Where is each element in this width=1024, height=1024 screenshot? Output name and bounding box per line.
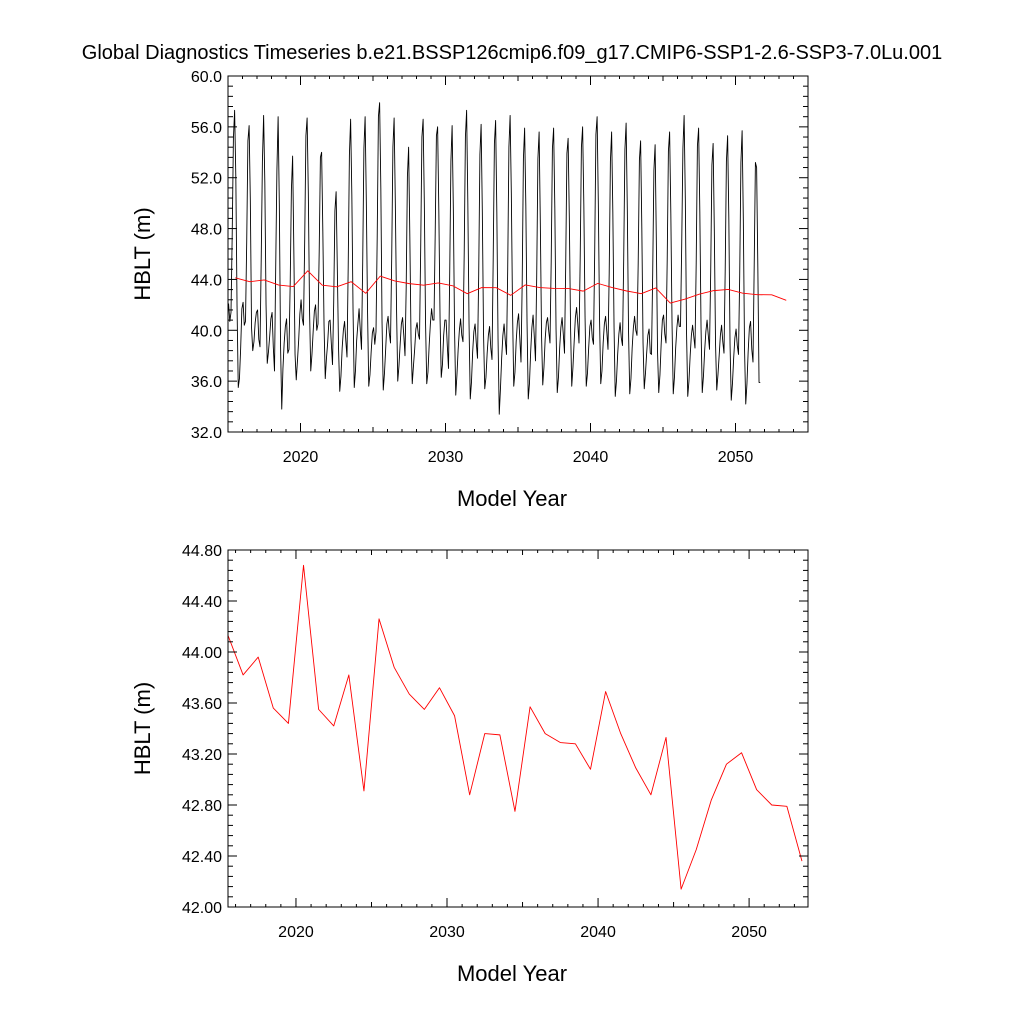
- series-line-annual-mean: [235, 270, 787, 304]
- top-timeseries-panel: 32.0 36.0 40.0 44.0 48.0 52.0 56.0 60.0 2020 2030…: [130, 69, 809, 511]
- y-axis-title: HBLT (m): [130, 682, 155, 775]
- y-tick-label: 44.80: [182, 543, 222, 560]
- y-tick-label: 43.60: [182, 696, 222, 713]
- x-tick-label: 2040: [580, 924, 616, 941]
- y-tick-label: 56.0: [191, 120, 222, 137]
- y-tick-label: 52.0: [191, 171, 222, 188]
- x-tick-label: 2030: [429, 924, 465, 941]
- y-tick-label: 42.40: [182, 849, 222, 866]
- x-tick-label: 2020: [278, 924, 314, 941]
- y-tick-label: 60.0: [191, 69, 222, 86]
- plot-frame: [227, 549, 809, 908]
- y-tick-label: 42.00: [182, 900, 222, 917]
- plot-frame: [227, 75, 809, 433]
- y-tick-label: 32.0: [191, 425, 222, 442]
- y-tick-label: 36.0: [191, 374, 222, 391]
- x-tick-label: 2020: [283, 449, 319, 466]
- y-tick-label: 40.0: [191, 323, 222, 340]
- y-tick-label: 44.40: [182, 594, 222, 611]
- y-tick-label: 42.80: [182, 798, 222, 815]
- series-line-monthly: [228, 102, 761, 415]
- y-tick-label: 48.0: [191, 222, 222, 239]
- x-tick-label: 2040: [573, 449, 609, 466]
- x-axis-title: Model Year: [457, 486, 567, 511]
- y-tick-label: 43.20: [182, 747, 222, 764]
- x-tick-label: 2050: [718, 449, 754, 466]
- bottom-annual-mean-panel: 42.00 42.40 42.80 43.20 43.60 44.00 44.40 44.80…: [130, 543, 809, 986]
- series-line-annual-mean: [228, 564, 803, 890]
- y-tick-label: 44.0: [191, 272, 222, 289]
- x-tick-label: 2030: [428, 449, 464, 466]
- x-axis-title: Model Year: [457, 961, 567, 986]
- y-axis-title: HBLT (m): [130, 207, 155, 300]
- x-tick-label: 2050: [731, 924, 767, 941]
- chart-title: Global Diagnostics Timeseries b.e21.BSSP…: [81, 42, 943, 64]
- y-tick-label: 44.00: [182, 645, 222, 662]
